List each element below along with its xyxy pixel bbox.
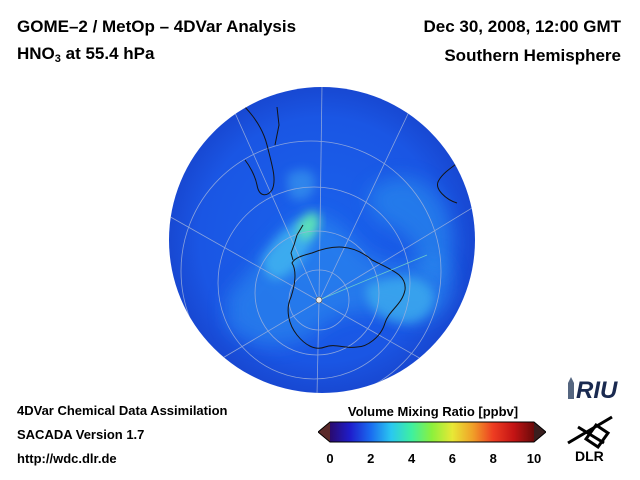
- colorbar-outline: [318, 421, 546, 443]
- colorbar-over-arrow: [534, 422, 546, 442]
- colorbar-tick: 4: [407, 451, 416, 466]
- riu-logo-mark: [568, 377, 574, 399]
- latitude-circle: [254, 230, 380, 356]
- latitude-circle: [217, 186, 411, 380]
- colorbar-tick: 2: [367, 451, 375, 466]
- species-prefix: HNO: [17, 44, 55, 63]
- hno3-field: [227, 169, 452, 346]
- colorbar: [318, 421, 546, 443]
- meridian: [226, 94, 320, 302]
- species-label: HNO3 at 55.4 hPa: [17, 44, 154, 65]
- dlr-logo-stroke: [583, 422, 611, 449]
- colorbar-tick: 10: [526, 451, 542, 466]
- region-label: Southern Hemisphere: [444, 46, 621, 65]
- footer-line: SACADA Version 1.7: [17, 427, 145, 442]
- dlr-logo-mark: [567, 415, 613, 449]
- riu-logo: RIU: [568, 377, 618, 404]
- antarctic-peninsula: [290, 234, 298, 261]
- globe-map: [169, 87, 475, 393]
- field-high-west: [262, 222, 313, 279]
- colorbar-tick: 8: [489, 451, 497, 466]
- species-suffix: at 55.4 hPa: [60, 44, 155, 63]
- latitude-circle: [180, 140, 442, 393]
- colorbar-tick: 0: [326, 451, 334, 466]
- field-high-east: [366, 277, 434, 324]
- meridian: [318, 87, 323, 302]
- species-subscript: 3: [54, 53, 61, 65]
- south-america-coast-east: [274, 106, 280, 146]
- dlr-logo-stroke: [577, 425, 605, 445]
- footer-url: http://wdc.dlr.de: [17, 451, 117, 466]
- riu-logo-text: RIU: [576, 377, 618, 404]
- south-america-coast: [226, 92, 275, 196]
- date-label: Dec 30, 2008, 12:00 GMT: [423, 17, 621, 36]
- meridian: [318, 204, 475, 302]
- field-high-north: [287, 169, 316, 201]
- south-pole-marker: [315, 296, 323, 304]
- dlr-logo-text: DLR: [575, 448, 604, 464]
- meridian: [318, 94, 418, 302]
- footer-line: 4DVar Chemical Data Assimilation: [17, 403, 228, 418]
- latitude-circle: [288, 269, 350, 331]
- colorbar-under-arrow: [318, 422, 330, 442]
- colorbar-title: Volume Mixing Ratio [ppbv]: [347, 404, 519, 419]
- dlr-logo-stroke: [567, 415, 613, 445]
- field-peak: [297, 211, 320, 241]
- antarctica-coast: [287, 246, 406, 349]
- colorbar-tick: 6: [448, 451, 457, 466]
- title: GOME–2 / MetOp – 4DVar Analysis: [17, 17, 297, 36]
- graticule: [169, 87, 475, 393]
- antarctic-peninsula-tip: [296, 224, 304, 236]
- terminator-line: [318, 254, 428, 301]
- colorbar-gradient: [330, 422, 534, 442]
- field-band-east: [367, 177, 452, 278]
